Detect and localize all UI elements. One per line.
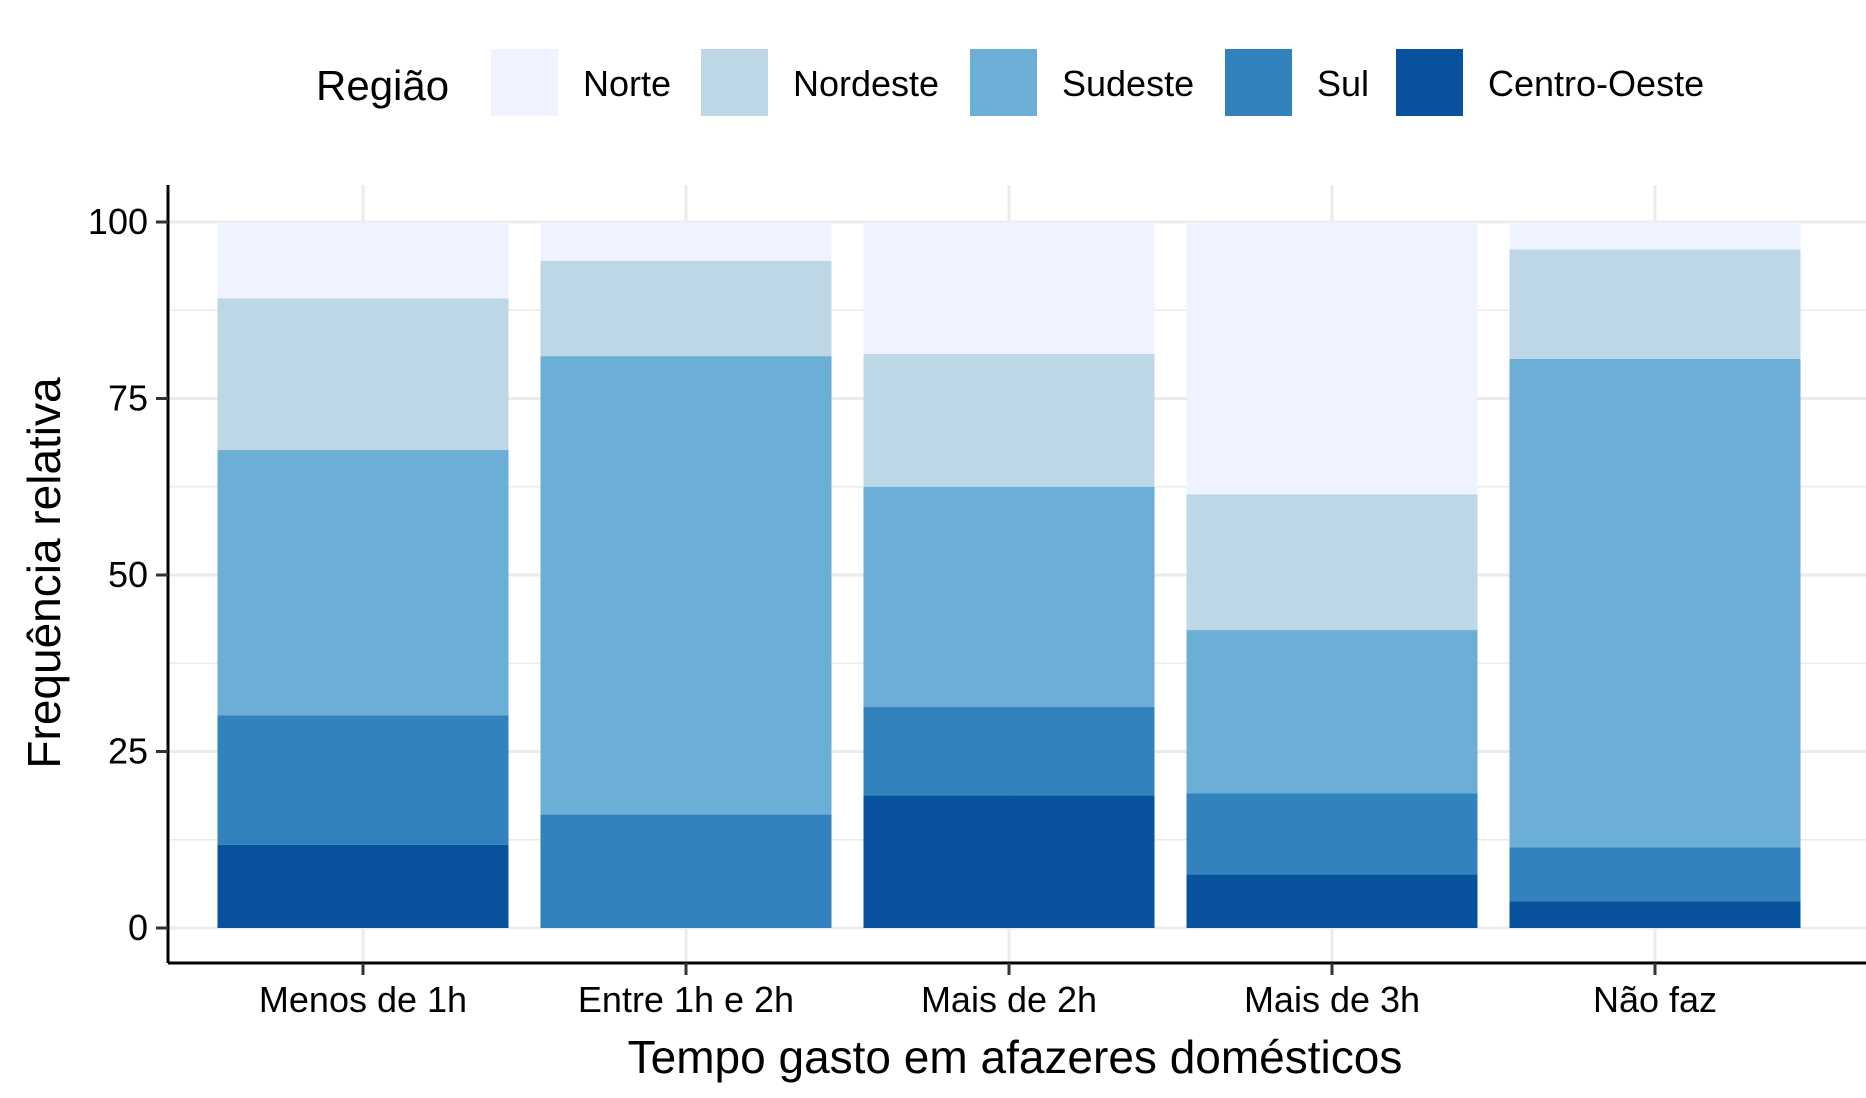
y-axis-title: Frequência relativa	[18, 377, 70, 769]
x-axis-ticks: Menos de 1h Entre 1h e 2h Mais de 2h Mais d…	[259, 963, 1717, 1020]
bar-segment-nordeste	[540, 260, 832, 357]
y-tick-label: 0	[128, 907, 148, 948]
bar-segment-centro-oeste	[1509, 901, 1801, 928]
legend-title: Região	[316, 62, 449, 109]
legend: Região Norte Nordeste Sudeste Sul Centro-Oes…	[316, 49, 1704, 116]
bar-segment-norte	[863, 222, 1155, 355]
legend-swatch-sul	[1225, 49, 1292, 116]
bar-segment-sul	[217, 715, 509, 845]
y-tick-label: 100	[88, 201, 148, 242]
legend-label: Sul	[1317, 63, 1369, 104]
bar-segment-sul	[1186, 793, 1478, 875]
bar-segment-nordeste	[1509, 249, 1801, 359]
x-axis-title: Tempo gasto em afazeres domésticos	[628, 1031, 1403, 1083]
bar-segment-sudeste	[1509, 358, 1801, 848]
legend-label: Sudeste	[1062, 63, 1194, 104]
legend-label: Centro-Oeste	[1488, 63, 1704, 104]
x-tick-label: Menos de 1h	[259, 979, 467, 1020]
x-tick-label: Mais de 3h	[1244, 979, 1420, 1020]
bar-segment-sudeste	[540, 356, 832, 815]
bar-segment-norte	[1509, 222, 1801, 250]
bar-segment-sul	[540, 814, 832, 928]
y-tick-label: 25	[108, 731, 148, 772]
bar-segment-sul	[863, 707, 1155, 796]
bar-segment-norte	[540, 222, 832, 261]
y-tick-label: 75	[108, 378, 148, 419]
legend-label: Norte	[583, 63, 671, 104]
bars	[217, 222, 1801, 928]
legend-label: Nordeste	[793, 63, 939, 104]
x-tick-label: Entre 1h e 2h	[578, 979, 794, 1020]
x-tick-label: Mais de 2h	[921, 979, 1097, 1020]
legend-swatch-centro-oeste	[1396, 49, 1463, 116]
x-tick-label: Não faz	[1593, 979, 1717, 1020]
legend-swatch-nordeste	[701, 49, 768, 116]
bar-segment-nordeste	[217, 298, 509, 451]
bar-segment-norte	[217, 222, 509, 299]
bar-segment-sudeste	[863, 486, 1155, 708]
bar-segment-sudeste	[1186, 630, 1478, 794]
bar-segment-sudeste	[217, 450, 509, 716]
bar-segment-centro-oeste	[217, 844, 509, 928]
bar-segment-centro-oeste	[863, 795, 1155, 928]
y-tick-label: 50	[108, 554, 148, 595]
bar-segment-sul	[1509, 847, 1801, 902]
legend-swatch-sudeste	[970, 49, 1037, 116]
bar-segment-norte	[1186, 222, 1478, 495]
legend-items: Norte Nordeste Sudeste Sul Centro-Oeste	[491, 49, 1704, 116]
bar-segment-nordeste	[1186, 494, 1478, 631]
y-axis-ticks: 0 25 50 75 100	[88, 201, 168, 948]
bar-segment-centro-oeste	[1186, 874, 1478, 928]
legend-swatch-norte	[491, 49, 558, 116]
bar-segment-nordeste	[863, 354, 1155, 487]
